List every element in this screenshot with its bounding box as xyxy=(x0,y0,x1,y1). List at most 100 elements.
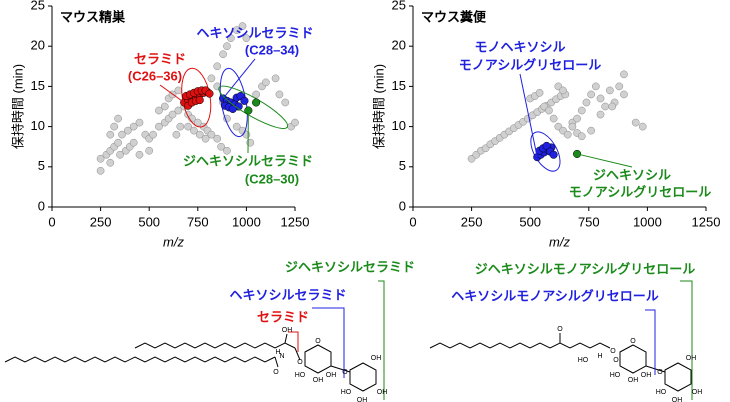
sugar-ring xyxy=(349,362,377,392)
y-tick-label: 10 xyxy=(31,118,45,133)
point xyxy=(116,150,124,159)
point xyxy=(217,142,225,151)
atom-label: OH xyxy=(686,355,697,362)
point xyxy=(172,130,181,139)
atom-label: O xyxy=(315,338,321,345)
point xyxy=(195,96,204,105)
atom-label: O xyxy=(630,338,636,345)
point xyxy=(184,122,192,131)
x-axis-label: m/z xyxy=(163,234,184,249)
point xyxy=(135,150,144,159)
point xyxy=(596,110,605,119)
point xyxy=(291,118,299,127)
sugar-ring xyxy=(304,344,332,374)
point xyxy=(596,94,605,103)
point xyxy=(620,90,628,99)
hexosyl-bracket xyxy=(645,309,656,375)
atom-label: OH xyxy=(692,389,703,396)
x-tick-label: 750 xyxy=(578,214,600,229)
x-tick-label: 500 xyxy=(138,214,160,229)
point xyxy=(232,122,241,131)
point xyxy=(213,134,222,143)
y-tick-label: 0 xyxy=(38,198,45,213)
point xyxy=(261,78,270,87)
leader-line xyxy=(222,58,256,99)
cluster-label: モノアシルグリセロール xyxy=(459,57,601,72)
bond xyxy=(294,347,301,361)
point xyxy=(242,34,251,43)
point xyxy=(190,126,198,135)
cluster-label: ジヘキソシル xyxy=(593,167,671,182)
sugar-ring xyxy=(619,344,647,374)
point xyxy=(207,74,216,83)
point xyxy=(205,89,214,98)
atom-label: H xyxy=(597,353,602,360)
y-tick-label: 5 xyxy=(38,158,45,173)
y-tick-label: 0 xyxy=(399,198,406,213)
point xyxy=(252,90,260,99)
atom-label: O xyxy=(342,369,348,376)
sphingoid-chain xyxy=(134,342,296,349)
point xyxy=(118,130,126,139)
x-tick-label: 250 xyxy=(461,214,483,229)
point xyxy=(559,86,567,95)
point xyxy=(213,62,222,71)
point xyxy=(271,74,280,83)
point xyxy=(160,102,169,111)
y-tick-label: 15 xyxy=(392,78,406,93)
atom-label: O xyxy=(557,326,563,333)
chart-title: マウス糞便 xyxy=(421,9,487,24)
ceramide-bracket xyxy=(288,331,299,352)
structure-label: セラミド xyxy=(257,309,309,324)
atom-label: OH xyxy=(377,389,388,396)
point xyxy=(114,138,122,147)
x-tick-label: 0 xyxy=(48,214,55,229)
point xyxy=(155,122,163,131)
leader-line xyxy=(576,153,633,168)
x-tick-label: 1250 xyxy=(692,214,721,229)
point xyxy=(155,106,163,115)
atom-label: OH xyxy=(357,397,368,402)
atom-label: OH xyxy=(282,327,293,334)
mgdg-structure xyxy=(429,280,693,400)
point xyxy=(240,96,249,105)
point xyxy=(535,88,544,97)
point xyxy=(174,86,183,95)
point xyxy=(129,138,138,147)
cluster-label: モノヘキソシル xyxy=(474,39,565,54)
x-tick-label: 1000 xyxy=(633,214,662,229)
cluster-label: (C28–34) xyxy=(245,42,299,57)
atom-label: OH xyxy=(628,377,639,384)
x-tick-label: 750 xyxy=(187,214,209,229)
cluster-label: (C26–36) xyxy=(128,68,182,83)
hexosyl-bracket xyxy=(312,307,345,378)
atom-label: OH xyxy=(326,372,337,379)
acyl-chain xyxy=(429,342,611,349)
atom-label: OH xyxy=(313,377,324,384)
sugar-ring xyxy=(664,362,692,392)
point xyxy=(149,130,157,139)
cluster-label: セラミド xyxy=(134,51,186,66)
point xyxy=(223,146,231,155)
point xyxy=(106,130,115,139)
point xyxy=(219,50,227,59)
point xyxy=(549,150,558,159)
point xyxy=(96,154,105,163)
structure-label: ジヘキソシルセラミド xyxy=(285,259,415,274)
x-tick-label: 1000 xyxy=(232,214,261,229)
y-tick-label: 20 xyxy=(31,38,45,53)
x-tick-label: 0 xyxy=(409,214,416,229)
point xyxy=(114,114,122,123)
atom-label: OH xyxy=(371,355,382,362)
point xyxy=(174,106,183,115)
point xyxy=(242,130,251,139)
point xyxy=(201,134,210,143)
atom-label: HO xyxy=(341,389,352,396)
point xyxy=(106,158,115,167)
y-tick-label: 25 xyxy=(392,0,406,12)
atom-label: O xyxy=(297,359,303,366)
cluster-label: ジヘキソシルセラミド xyxy=(183,153,313,168)
atom-label: O xyxy=(273,369,279,376)
point xyxy=(96,166,105,175)
